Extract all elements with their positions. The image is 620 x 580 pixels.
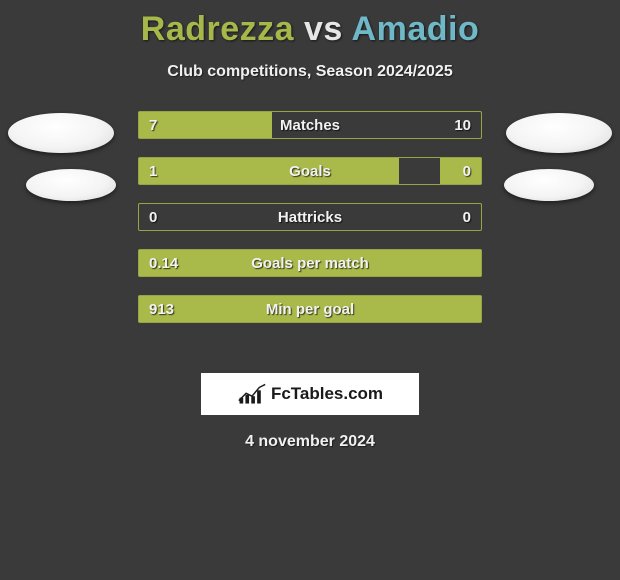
stat-row: 913Min per goal [138, 295, 482, 323]
player1-avatar-large-icon [8, 113, 114, 153]
stat-row: 0.14Goals per match [138, 249, 482, 277]
stat-fill-right [440, 158, 481, 184]
player2-name: Amadio [352, 10, 480, 48]
comparison-arena: 710Matches10Goals00Hattricks0.14Goals pe… [0, 123, 620, 353]
player2-avatar-large-icon [506, 113, 612, 153]
stat-value-left: 0 [149, 204, 157, 230]
brand-badge: FcTables.com [201, 373, 419, 415]
stat-bars: 710Matches 10Goals 0 0Hattricks 0.14Goals pe… [138, 111, 482, 341]
stat-value-right: 0 [463, 204, 471, 230]
stat-label: Hattricks [139, 204, 481, 230]
stat-fill-left [139, 296, 481, 322]
stat-fill-left [139, 158, 399, 184]
player2-avatar-small-icon [504, 169, 594, 201]
stat-row: 710Matches [138, 111, 482, 139]
stat-value-right: 10 [454, 112, 471, 138]
stat-row: 0 0Hattricks [138, 203, 482, 231]
subtitle: Club competitions, Season 2024/2025 [0, 63, 620, 81]
stat-fill-left [139, 112, 272, 138]
brand-text: FcTables.com [271, 384, 383, 404]
date-text: 4 november 2024 [0, 433, 620, 451]
stat-row: 10Goals [138, 157, 482, 185]
page-title: Radrezza vs Amadio [0, 0, 620, 49]
vs-text: vs [304, 10, 343, 48]
brand-chart-icon [237, 383, 267, 405]
player1-name: Radrezza [141, 10, 294, 48]
stat-fill-left [139, 250, 481, 276]
player1-avatar-small-icon [26, 169, 116, 201]
